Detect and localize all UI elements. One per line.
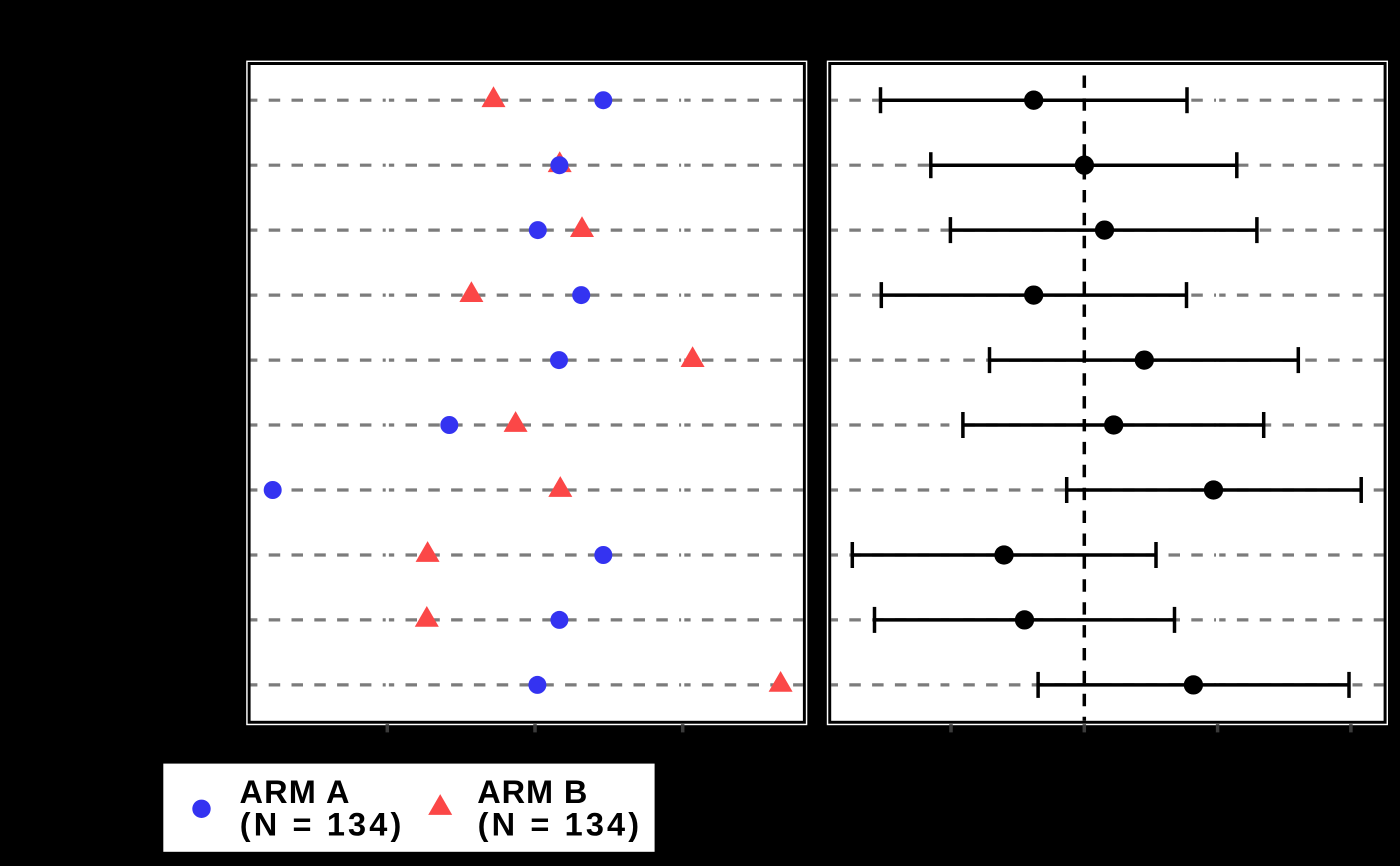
svg-text:ARM B: ARM B [477, 774, 587, 810]
svg-text:(N = 134): (N = 134) [240, 807, 401, 843]
svg-text:(N = 134): (N = 134) [478, 807, 639, 843]
svg-text:ARM A: ARM A [240, 774, 350, 810]
